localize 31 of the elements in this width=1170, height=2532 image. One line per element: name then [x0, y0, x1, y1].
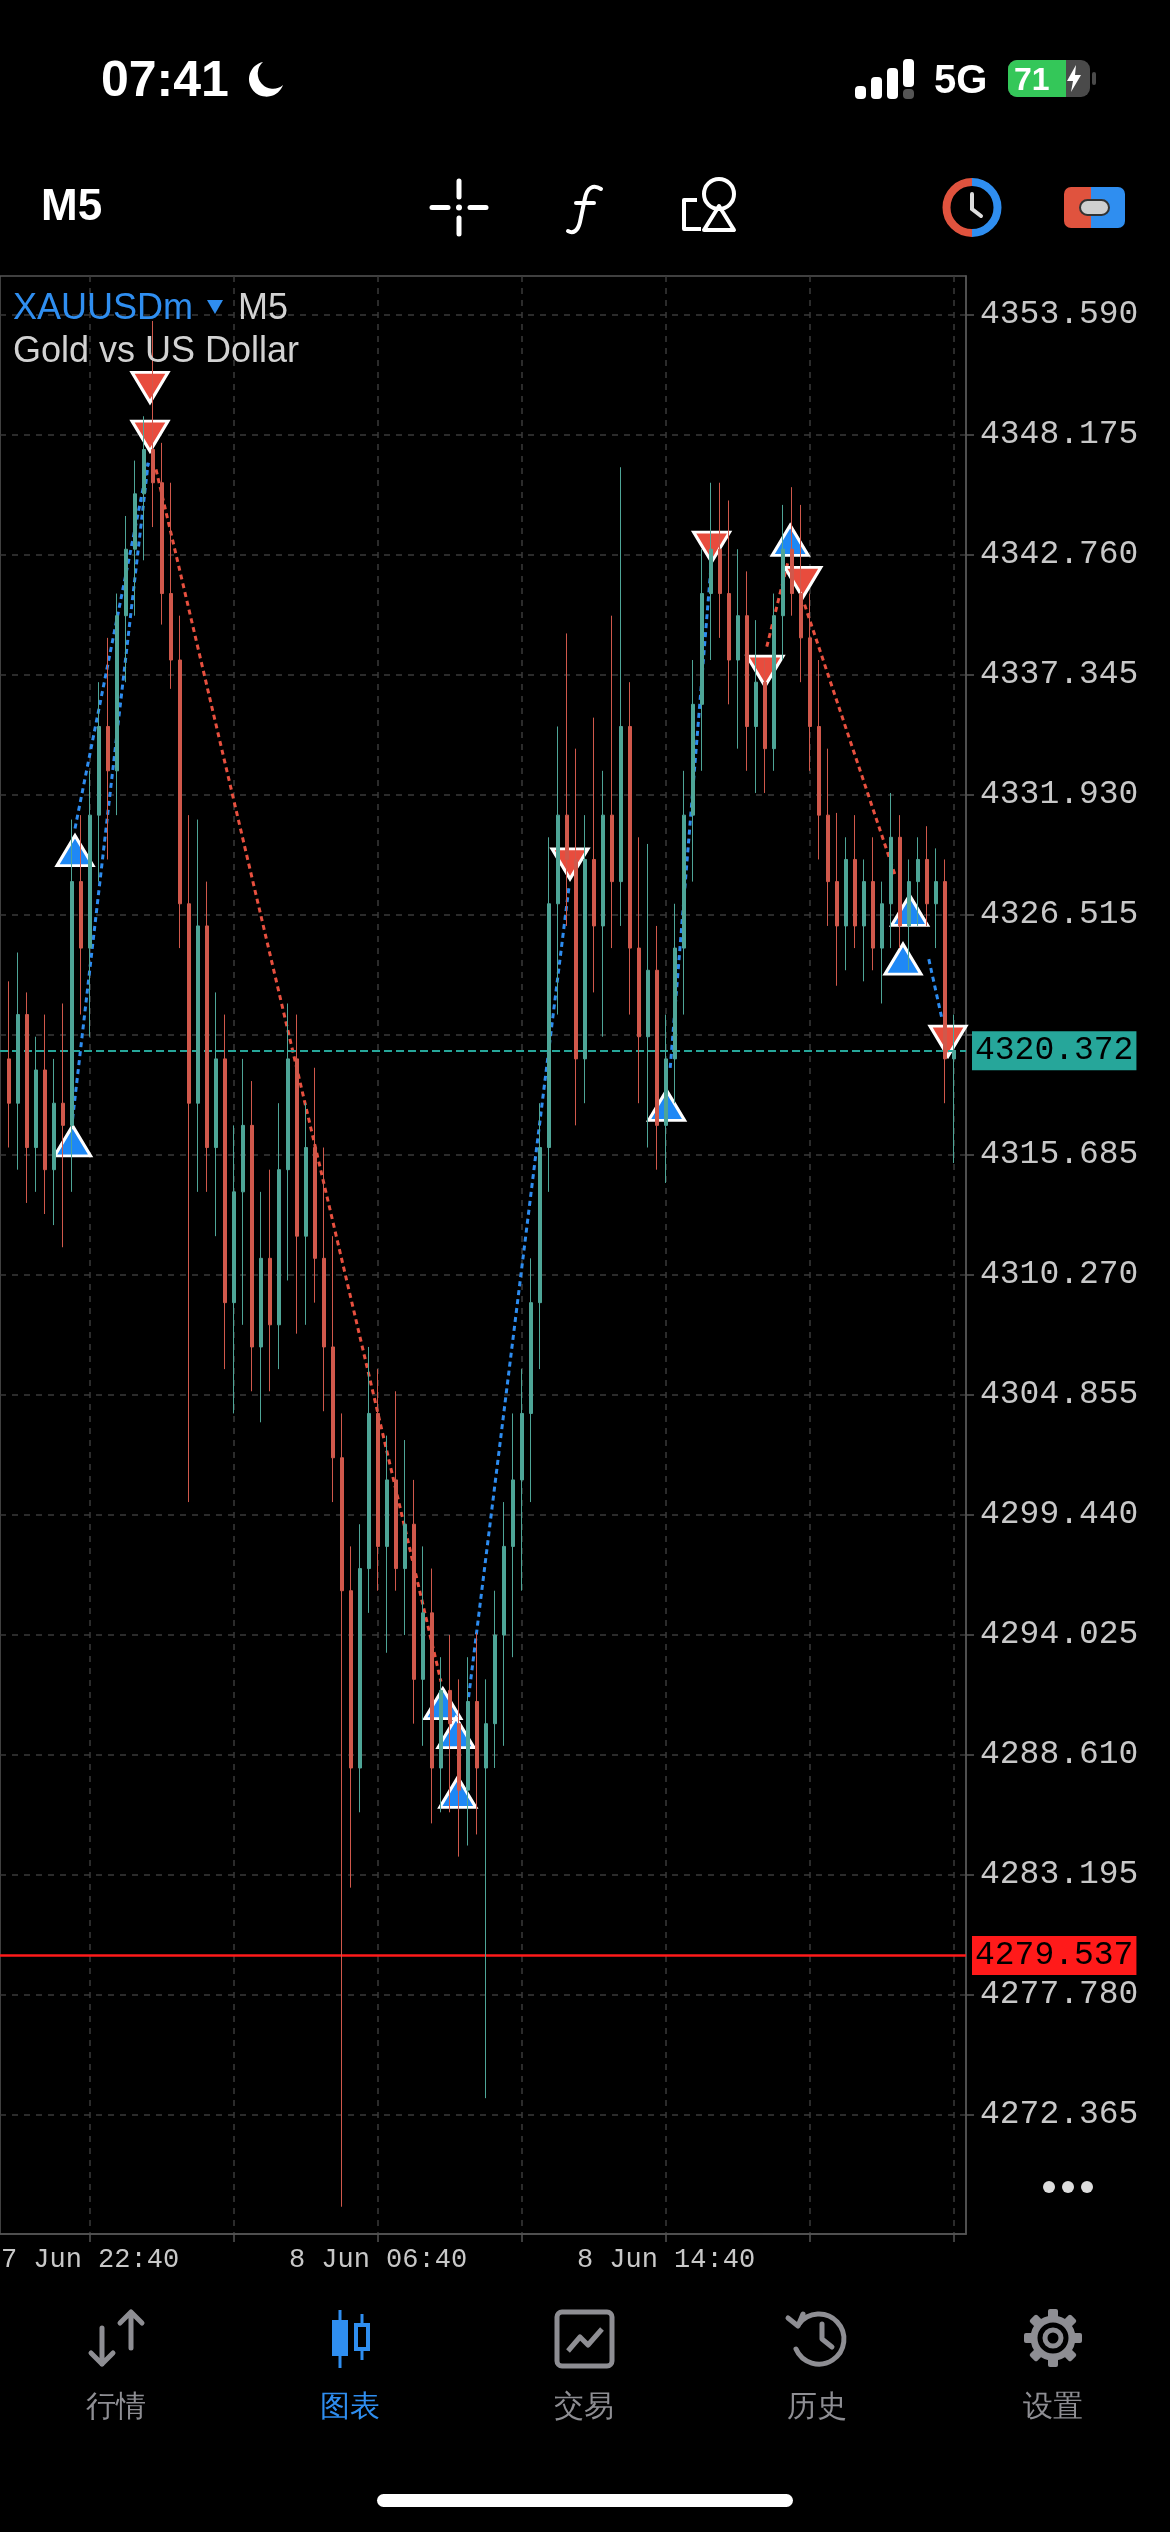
x-tick-label: 7 Jun 22:40 — [0, 2244, 180, 2275]
text: 交易 — [554, 2388, 614, 2423]
x-tick-label: 8 Jun 06:40 — [288, 2244, 468, 2275]
y-tick-label: 4331.930 — [980, 776, 1139, 814]
y-tick-label: 4342.760 — [980, 536, 1139, 574]
y-tick-label: 4283.195 — [980, 1855, 1139, 1893]
chart-title: XAUUSDm — [13, 286, 194, 327]
text: M5 — [41, 180, 103, 229]
text: 07:41 — [101, 51, 229, 107]
y-tick-label: 4315.685 — [980, 1136, 1139, 1174]
y-tick-label: 4348.175 — [980, 416, 1139, 454]
text: 行情 — [86, 2388, 146, 2423]
y-tick-label: 4288.610 — [980, 1735, 1139, 1773]
y-tick-label: 4304.855 — [980, 1375, 1139, 1413]
text: 图表 — [320, 2388, 380, 2423]
y-tick-label: 4272.365 — [980, 2095, 1139, 2133]
y-tick-label: 4294.025 — [980, 1615, 1139, 1653]
y-tick-label: 4326.515 — [980, 896, 1139, 934]
y-tick-label: 4353.590 — [980, 296, 1139, 334]
annotation: M5 — [238, 286, 289, 327]
x-tick-label: 8 Jun 14:40 — [576, 2244, 756, 2275]
ref-line-label: 4320.372 — [975, 1032, 1134, 1070]
y-tick-label: 4277.780 — [980, 1975, 1139, 2013]
y-tick-label: 4299.440 — [980, 1495, 1139, 1533]
ref-line-label: 4279.537 — [975, 1936, 1134, 1974]
text: 5G — [934, 57, 988, 101]
text: 71 — [1014, 61, 1050, 97]
text: 设置 — [1023, 2388, 1083, 2423]
y-tick-label: 4337.345 — [980, 656, 1139, 694]
text: 历史 — [787, 2388, 847, 2423]
y-tick-label: 4310.270 — [980, 1256, 1139, 1293]
